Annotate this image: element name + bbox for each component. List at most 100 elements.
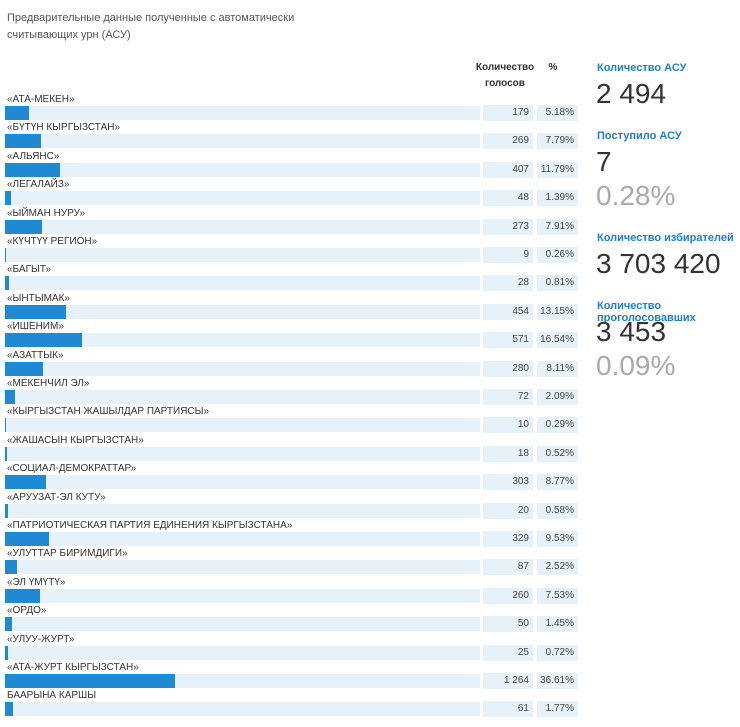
bar-track [5, 333, 480, 348]
votes-cell: 571 [483, 332, 533, 349]
vote-bar [5, 333, 82, 348]
stat-label: Количество избирателей [597, 232, 734, 244]
votes-cell: 10 [483, 417, 533, 434]
party-name: «КЫРГЫЗСТАН ЖАШЫЛДАР ПАРТИЯСЫ» [7, 406, 210, 418]
votes-cell: 25 [483, 644, 533, 661]
bar-track [5, 191, 480, 206]
party-name: «ИШЕНИМ» [7, 321, 64, 333]
percent-cell: 8.11% [537, 360, 578, 377]
votes-cell: 87 [483, 559, 533, 576]
party-name: «ЖАШАСЫН КЫРГЫЗСТАН» [7, 434, 144, 446]
vote-bar [5, 191, 12, 206]
bar-track [5, 475, 480, 490]
percent-cell: 5.18% [537, 105, 578, 121]
party-name: «ПАТРИОТИЧЕСКАЯ ПАРТИЯ ЕДИНЕНИЯ КЫРГЫЗСТ… [7, 520, 293, 531]
percent-cell: 16.54% [537, 332, 578, 349]
party-name: «УЛУТТАР БИРИМДИГИ» [7, 548, 128, 560]
percent-cell: 7.91% [537, 218, 578, 235]
percent-cell: 0.29% [537, 417, 578, 434]
stat-label: Количество проголосовавших [597, 300, 696, 324]
votes-cell: 303 [483, 474, 533, 491]
stat-value: 0.28% [596, 180, 676, 211]
percent-cell: 13.15% [537, 303, 578, 320]
bar-track [5, 162, 480, 177]
stat-label: Поступило АСУ [597, 130, 682, 142]
vote-bar [5, 276, 9, 291]
bar-track [5, 617, 480, 632]
bar-track [5, 446, 480, 461]
bar-track [5, 106, 480, 120]
vote-bar [5, 702, 14, 717]
party-name: «БҮТҮН КЫРГЫЗСТАН» [7, 122, 121, 134]
percent-cell: 0.72% [537, 644, 578, 661]
bar-track [5, 276, 480, 291]
bar-track [5, 645, 480, 660]
party-name: «МЕКЕНЧИЛ ЭЛ» [7, 378, 90, 389]
vote-bar [5, 390, 15, 404]
percent-cell: 1.39% [537, 190, 578, 207]
party-name: «АТА-ЖУРТ КЫРГЫЗСТАН» [7, 662, 139, 673]
votes-cell: 179 [483, 105, 533, 121]
vote-bar [5, 304, 67, 319]
votes-cell: 72 [483, 389, 533, 405]
bar-track [5, 134, 480, 149]
party-name: «АТА-МЕКЕН» [7, 94, 75, 105]
party-name: «БАГЫТ» [7, 264, 52, 276]
stat-label: Количество АСУ [597, 62, 687, 74]
col-header: Количество [475, 62, 535, 73]
bar-track [5, 361, 480, 376]
bar-track [5, 532, 480, 546]
stat-value: 0.09% [596, 350, 676, 381]
vote-bar [5, 560, 17, 575]
percent-cell: 0.26% [537, 247, 578, 263]
votes-cell: 407 [483, 161, 533, 178]
percent-cell: 0.58% [537, 502, 578, 519]
party-name: «АЛЬЯНС» [7, 150, 60, 162]
party-name: «ОРДО» [7, 605, 47, 617]
vote-bar [5, 475, 46, 490]
vote-bar [5, 446, 8, 461]
votes-cell: 20 [483, 502, 533, 519]
vote-bar [5, 674, 175, 688]
percent-cell: 7.79% [537, 133, 578, 150]
votes-cell: 454 [483, 303, 533, 320]
bar-track [5, 702, 480, 717]
vote-bar [5, 361, 43, 376]
votes-cell: 50 [483, 616, 533, 633]
bar-track [5, 304, 480, 319]
party-name: «АЗАТТЫК» [7, 349, 64, 361]
vote-bar [5, 645, 9, 660]
party-name: «ЛЕГАЛАЙЗ» [7, 179, 70, 191]
vote-bar [5, 617, 12, 632]
votes-cell: 329 [483, 531, 533, 547]
vote-bar [5, 248, 7, 262]
stat-value: 7 [596, 146, 612, 177]
percent-cell: 11.79% [537, 161, 578, 178]
vote-bar [5, 219, 42, 234]
vote-bar [5, 503, 8, 518]
percent-cell: 2.52% [537, 559, 578, 576]
party-name: «УЛУУ-ЖУРТ» [7, 633, 75, 645]
votes-cell: 273 [483, 218, 533, 235]
stat-value: 2 494 [596, 78, 667, 109]
vote-bar [5, 588, 40, 603]
party-name: «ЭЛ ҮМҮТҮ» [7, 576, 66, 588]
votes-cell: 1 264 [483, 673, 533, 689]
votes-cell: 18 [483, 445, 533, 462]
bar-track [5, 503, 480, 518]
percent-cell: 0.52% [537, 445, 578, 462]
party-name: БААРЫНА КАРШЫ [7, 690, 97, 702]
bar-track [5, 248, 480, 262]
party-name: «ЫНТЫМАК» [7, 292, 70, 304]
percent-cell: 7.53% [537, 587, 578, 604]
vote-bar [5, 418, 7, 433]
party-name: «ЫЙМАН НУРУ» [7, 207, 86, 219]
party-name: «АРУУЗАТ-ЭЛ КУТУ» [7, 491, 106, 503]
stat-value: 3 703 420 [596, 248, 721, 279]
vote-bar [5, 162, 60, 177]
title-line: Предварительные данные полученные с авто… [7, 12, 295, 24]
votes-cell: 28 [483, 275, 533, 292]
percent-cell: 36.61% [537, 673, 578, 689]
stat-value: 3 453 [596, 316, 667, 347]
col-header: % [548, 62, 558, 73]
